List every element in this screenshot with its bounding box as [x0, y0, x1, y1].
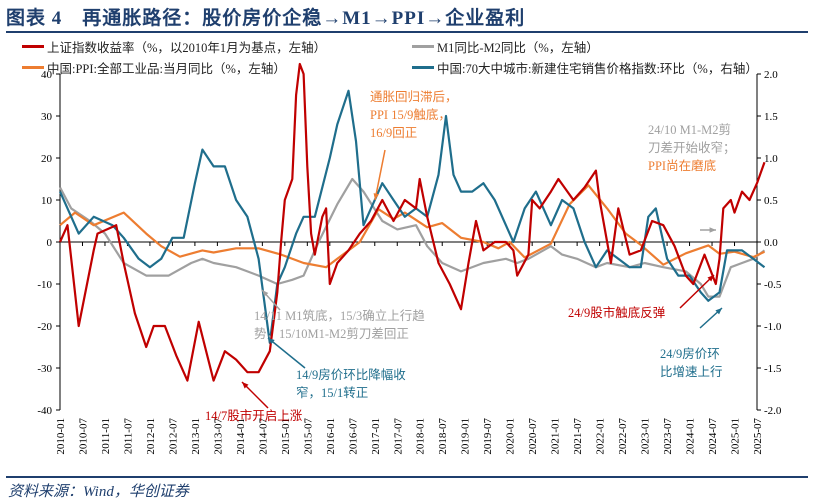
annotation-text: 比增速上行	[660, 364, 723, 379]
right-tick-label: 0.5	[764, 195, 778, 207]
annotation-text: 14/7股市开启上涨	[205, 408, 303, 423]
annotation-text: 14/9房价环比降幅收	[296, 367, 406, 382]
x-tick-label: 2016-07	[347, 418, 359, 455]
right-tick-label: -1.5	[764, 363, 782, 375]
legend-label: M1同比-M2同比（%，左轴）	[437, 41, 599, 55]
x-tick-label: 2017-07	[392, 418, 404, 455]
legend-label: 上证指数收益率（%，以2010年1月为基点，左轴）	[47, 41, 327, 55]
arrow-head-icon	[242, 382, 249, 389]
x-tick-label: 2022-07	[617, 418, 629, 455]
bottom-divider	[6, 476, 808, 478]
x-tick-label: 2014-01	[235, 418, 247, 455]
x-tick-label: 2015-07	[302, 418, 314, 455]
left-tick-label: -30	[37, 363, 52, 375]
annotation-text: 窄，15/1转正	[296, 385, 368, 400]
x-tick-label: 2017-01	[370, 418, 382, 455]
legend-label: 中国:PPI:全部工业品:当月同比（%，左轴）	[47, 62, 286, 76]
annotation-text: PPI 15/9触底，	[370, 107, 451, 122]
left-tick-label: -20	[37, 321, 52, 333]
x-tick-label: 2016-01	[325, 418, 337, 455]
annotation-text: 16/9回正	[370, 126, 417, 140]
arrow-head-icon	[373, 193, 379, 200]
right-tick-label: 1.0	[764, 153, 778, 165]
figure-title: 图表 4 再通胀路径：股价房价企稳→M1→PPI→企业盈利	[6, 8, 526, 29]
x-tick-label: 2014-07	[257, 418, 269, 455]
right-tick-label: -1.0	[764, 321, 782, 333]
x-tick-label: 2019-01	[460, 418, 472, 455]
x-tick-label: 2023-01	[640, 418, 652, 455]
x-tick-label: 2018-01	[415, 418, 427, 455]
arrow-head-icon	[268, 338, 275, 345]
series-line-2	[59, 184, 765, 269]
left-tick-label: -40	[37, 405, 52, 417]
annotation-text: 14/11 M1筑底，15/3确立上行趋	[254, 308, 425, 323]
x-tick-label: 2021-07	[572, 418, 584, 455]
x-tick-label: 2012-07	[167, 418, 179, 455]
arrow-head-icon	[715, 308, 722, 315]
x-tick-label: 2024-07	[707, 418, 719, 455]
left-tick-label: 0	[47, 237, 53, 249]
legend-swatch	[22, 66, 44, 69]
annotation-arrow	[267, 337, 306, 369]
x-tick-label: 2020-07	[527, 418, 539, 455]
x-tick-label: 2025-01	[730, 418, 742, 455]
x-tick-label: 2022-01	[595, 418, 607, 455]
right-tick-label: 0.0	[764, 237, 778, 249]
x-tick-label: 2015-01	[280, 418, 292, 455]
arrow-head-icon	[709, 227, 716, 233]
x-tick-label: 2020-01	[505, 418, 517, 455]
legend-swatch	[412, 45, 434, 48]
top-divider	[6, 31, 808, 33]
plot-area: -40 -30 -20 -10 0 10 20 30 40 -2.0 -1.5 -1.0 -0.5 0.0…	[37, 62, 782, 455]
annotation-text: 刀差开始收窄；	[648, 140, 736, 155]
annotation-text: 势，15/10M1-M2剪刀差回正	[254, 326, 409, 341]
annotation-arrow	[679, 274, 715, 309]
x-tick-label: 2019-07	[482, 418, 494, 455]
x-tick-label: 2013-07	[212, 418, 224, 455]
x-tick-label: 2011-01	[100, 418, 112, 454]
annotation-text: 24/9股市触底反弹	[568, 305, 665, 320]
series-line-0	[58, 62, 766, 382]
annotation-text: 通胀回归滞后，	[370, 90, 458, 104]
left-tick-label: 10	[41, 195, 53, 207]
legend-swatch	[22, 45, 44, 48]
legend-swatch	[412, 66, 434, 69]
left-tick-label: -10	[37, 279, 52, 291]
series-line-1	[59, 177, 766, 298]
legend-item-ppi: 中国:PPI:全部工业品:当月同比（%，左轴）	[22, 58, 286, 77]
left-tick-label: 20	[41, 153, 53, 165]
legend-item-house-price: 中国:70大中城市:新建住宅销售价格指数:环比（%，右轴）	[412, 58, 758, 77]
annotation-text: 24/9房价环	[660, 346, 720, 361]
annotation-arrow	[374, 149, 386, 201]
legend-item-shanghai: 上证指数收益率（%，以2010年1月为基点，左轴）	[22, 37, 326, 56]
right-tick-label: -2.0	[764, 405, 782, 417]
arrow-head-icon	[707, 275, 714, 282]
annotation-text: PPI尚在磨底	[648, 158, 716, 173]
right-tick-label: -0.5	[764, 279, 782, 291]
arrow-head-icon	[262, 290, 269, 297]
x-tick-label: 2025-07	[752, 418, 764, 455]
legend-label: 中国:70大中城市:新建住宅销售价格指数:环比（%，右轴）	[437, 62, 758, 76]
x-tick-label: 2012-01	[145, 418, 157, 455]
x-tick-label: 2010-07	[77, 418, 89, 455]
left-tick-label: 40	[41, 69, 53, 81]
right-tick-label: 1.5	[764, 111, 778, 123]
x-tick-label: 2018-07	[437, 418, 449, 455]
annotation-text: 24/10 M1-M2剪	[648, 122, 731, 137]
x-tick-label: 2010-01	[55, 418, 67, 455]
right-tick-label: 2.0	[764, 69, 778, 81]
source-note: 资料来源：Wind，华创证券	[8, 484, 189, 500]
x-tick-label: 2023-07	[662, 418, 674, 455]
x-tick-label: 2021-01	[550, 418, 562, 455]
x-tick-label: 2011-07	[122, 418, 134, 455]
left-tick-label: 30	[41, 111, 53, 123]
x-tick-label: 2024-01	[685, 418, 697, 455]
x-tick-label: 2013-01	[190, 418, 202, 455]
legend-item-m1m2: M1同比-M2同比（%，左轴）	[412, 37, 599, 56]
